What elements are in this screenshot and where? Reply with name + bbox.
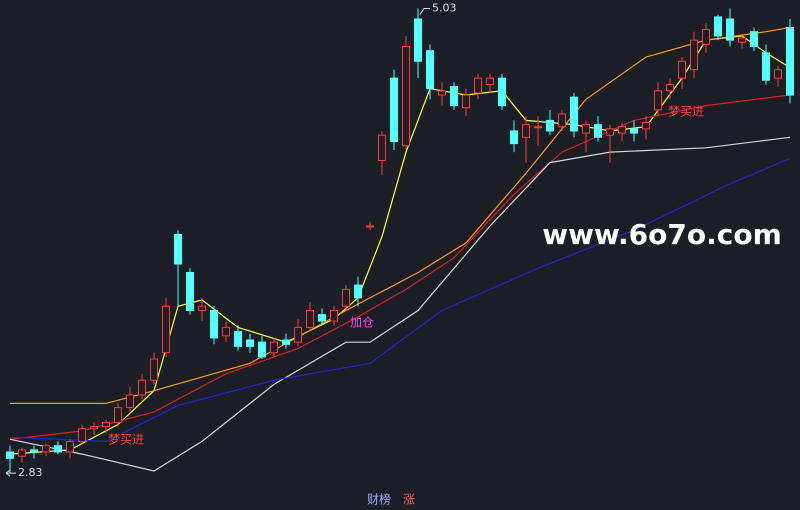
min-pointer (5, 469, 16, 477)
candle-body (258, 341, 266, 358)
candle-body (390, 77, 398, 143)
candle-body (18, 449, 26, 457)
candle-body (474, 77, 482, 94)
candle-body (378, 134, 386, 162)
candle-body (210, 309, 218, 339)
candle-body (486, 77, 494, 85)
candle-body (606, 128, 614, 136)
max-pointer (419, 7, 430, 15)
candle-body (402, 45, 410, 147)
candle-body (318, 314, 326, 322)
candle-body (426, 50, 434, 90)
annotation: 梦买进 (108, 433, 144, 447)
max-label: 5.03 (432, 1, 457, 14)
min-label: 2.83 (18, 466, 43, 479)
candle-body (774, 69, 782, 79)
candle-body (78, 428, 86, 442)
candle-body (354, 284, 362, 299)
candle-body (54, 445, 62, 453)
candle-body (126, 394, 134, 409)
candle-body (246, 339, 254, 347)
candle-body (306, 309, 314, 328)
candle-body (66, 440, 74, 453)
candle-body (174, 233, 182, 265)
candle-body (366, 225, 374, 228)
candle-body (714, 16, 722, 37)
candle-body (198, 305, 206, 311)
candle-body (534, 126, 542, 129)
footer-tab[interactable]: 财榜 (367, 492, 391, 507)
candle-body (222, 326, 230, 337)
candle-body (438, 90, 446, 96)
candle-body (150, 358, 158, 381)
candle-body (342, 288, 350, 307)
watermark: www.6o7o.com (542, 218, 782, 251)
candle-body (738, 37, 746, 43)
annotation: 加仓 (350, 316, 374, 330)
candle-body (414, 18, 422, 62)
candle-body (726, 18, 734, 41)
candle-body (510, 130, 518, 145)
candle-body (594, 124, 602, 138)
candle-body (186, 271, 194, 311)
candle-body (282, 339, 290, 345)
candle-body (702, 29, 710, 45)
candle-body (162, 305, 170, 354)
candle-body (558, 113, 566, 128)
candle-body (690, 39, 698, 71)
ma-line (9, 136, 791, 472)
candle-body (30, 449, 38, 453)
candle-body (618, 126, 626, 134)
ma-line (9, 157, 791, 443)
candle-body (294, 326, 302, 343)
candle-body (114, 407, 122, 423)
candle-body (666, 83, 674, 92)
candle-body (138, 379, 146, 396)
candle-body (6, 451, 14, 459)
candle-body (90, 426, 98, 430)
candle-body (498, 77, 506, 107)
candle-body (42, 445, 50, 453)
candle-body (642, 122, 650, 130)
annotation: 梦买进 (668, 105, 704, 119)
candle-body (102, 421, 110, 428)
candle-body (462, 94, 470, 109)
candle-body (654, 90, 662, 111)
candle-body (786, 26, 794, 96)
candles (6, 8, 794, 474)
ma-line (10, 26, 791, 404)
footer-tab[interactable]: 涨 (403, 492, 415, 507)
candle-body (330, 309, 338, 322)
candle-body (582, 124, 590, 134)
candle-body (762, 52, 770, 81)
candle-body (234, 331, 242, 347)
candle-body (678, 60, 686, 79)
candle-body (270, 341, 278, 354)
candle-body (450, 86, 458, 107)
ma-line (9, 94, 791, 440)
candle-body (546, 119, 554, 132)
candle-body (750, 31, 758, 47)
candle-body (630, 128, 638, 134)
candle-body (570, 96, 578, 132)
candle-body (522, 124, 530, 138)
